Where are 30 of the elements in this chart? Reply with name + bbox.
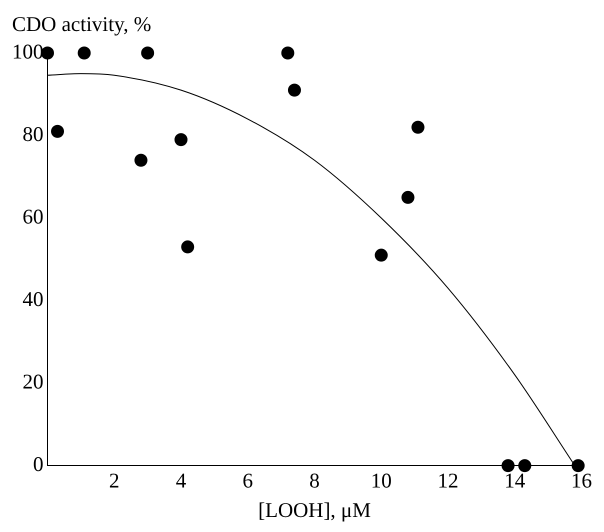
point bbox=[281, 46, 294, 60]
x-tick-label: 16 bbox=[571, 468, 592, 493]
y-tick-label: 0 bbox=[33, 452, 44, 476]
point bbox=[518, 459, 532, 472]
point bbox=[174, 133, 188, 146]
x-tick-label: 4 bbox=[176, 468, 187, 493]
point bbox=[411, 120, 424, 134]
x-tick-label: 2 bbox=[109, 468, 120, 493]
point bbox=[181, 240, 194, 254]
point bbox=[51, 124, 64, 138]
x-tick-label: 6 bbox=[242, 468, 253, 493]
y-tick-label: 80 bbox=[22, 122, 44, 146]
x-tick-label: 10 bbox=[370, 468, 392, 493]
point bbox=[288, 84, 301, 97]
point bbox=[502, 459, 515, 472]
point bbox=[374, 248, 388, 262]
y-tick-label: 20 bbox=[22, 370, 44, 394]
y-tick-label: 40 bbox=[22, 287, 44, 312]
y-axis-title: CDO activity, % bbox=[12, 12, 152, 37]
point bbox=[134, 154, 148, 167]
x-tick-label: 8 bbox=[309, 468, 320, 493]
x-axis-title: [LOOH], μM bbox=[258, 498, 372, 522]
point bbox=[141, 46, 154, 60]
point bbox=[572, 459, 585, 472]
y-tick-label: 100 bbox=[12, 40, 44, 64]
y-tick-label: 60 bbox=[22, 204, 44, 229]
point bbox=[401, 190, 414, 204]
point bbox=[78, 46, 91, 60]
x-tick-label: 14 bbox=[504, 468, 526, 493]
x-tick-label: 12 bbox=[438, 468, 458, 493]
